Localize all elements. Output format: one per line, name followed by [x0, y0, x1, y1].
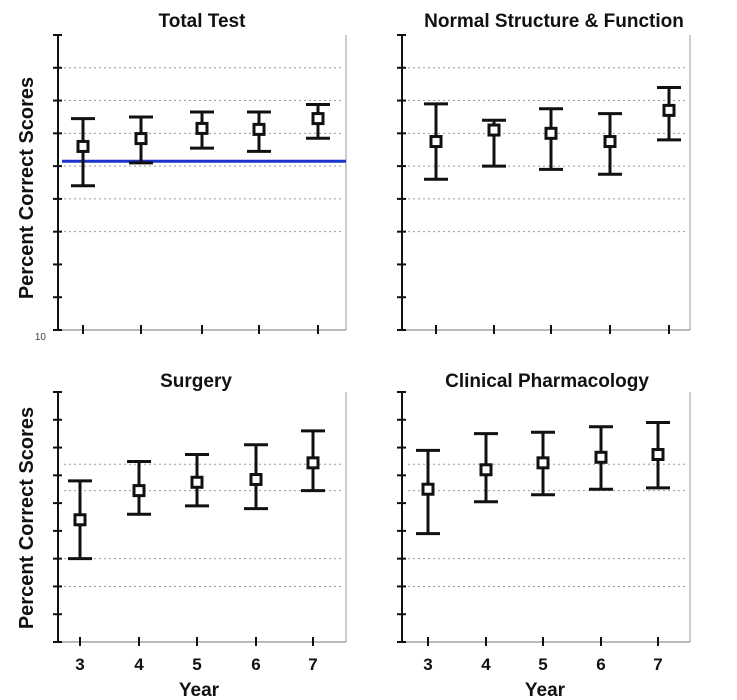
mean-marker	[136, 134, 146, 144]
panel-total-test: Total Test	[53, 11, 346, 334]
mean-marker	[75, 515, 85, 525]
mean-marker	[308, 458, 318, 468]
panel-surgery: Surgery 3 4 5 6 7	[53, 371, 346, 674]
mean-marker	[192, 477, 202, 487]
mean-marker	[538, 458, 548, 468]
mean-marker	[605, 137, 615, 147]
y-axis-label-top: Percent Correct Scores	[16, 77, 38, 299]
mean-marker	[653, 450, 663, 460]
mean-marker	[251, 475, 261, 485]
mean-marker	[197, 123, 207, 133]
x-tick-label: 3	[423, 655, 432, 674]
mean-marker	[431, 137, 441, 147]
mean-marker	[546, 128, 556, 138]
mean-marker	[481, 465, 491, 475]
panel-title: Normal Structure & Function	[424, 11, 684, 32]
x-tick-label: 7	[653, 655, 662, 674]
mean-marker	[423, 484, 433, 494]
x-tick-label: 4	[481, 655, 491, 674]
panel-title: Surgery	[160, 371, 232, 392]
x-tick-label: 5	[192, 655, 201, 674]
y-axis-label-bottom: Percent Correct Scores	[16, 407, 38, 629]
panel-clinical-pharmacology: Clinical Pharmacology 3 4 5 6 7	[397, 371, 690, 674]
x-axis-label-right: Year	[525, 680, 566, 700]
x-tick-label: 6	[251, 655, 260, 674]
x-tick-label: 7	[308, 655, 317, 674]
panel-title: Total Test	[159, 11, 247, 32]
mean-marker	[254, 124, 264, 134]
panel-normal-structure-function: Normal Structure & Function	[397, 11, 690, 334]
y-origin-tick-label: 10	[35, 332, 47, 343]
mean-marker	[134, 486, 144, 496]
x-tick-label: 5	[538, 655, 547, 674]
x-tick-label: 3	[75, 655, 84, 674]
mean-marker	[313, 114, 323, 124]
mean-marker	[489, 125, 499, 135]
x-axis-label-left: Year	[179, 680, 220, 700]
mean-marker	[78, 141, 88, 151]
mean-marker	[596, 452, 606, 462]
x-tick-label: 6	[596, 655, 605, 674]
panel-title: Clinical Pharmacology	[445, 371, 649, 392]
x-tick-label: 4	[134, 655, 144, 674]
mean-marker	[664, 105, 674, 115]
